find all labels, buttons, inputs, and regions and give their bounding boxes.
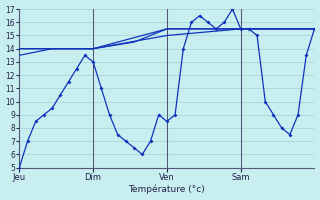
X-axis label: Température (°c): Température (°c) [129,185,205,194]
